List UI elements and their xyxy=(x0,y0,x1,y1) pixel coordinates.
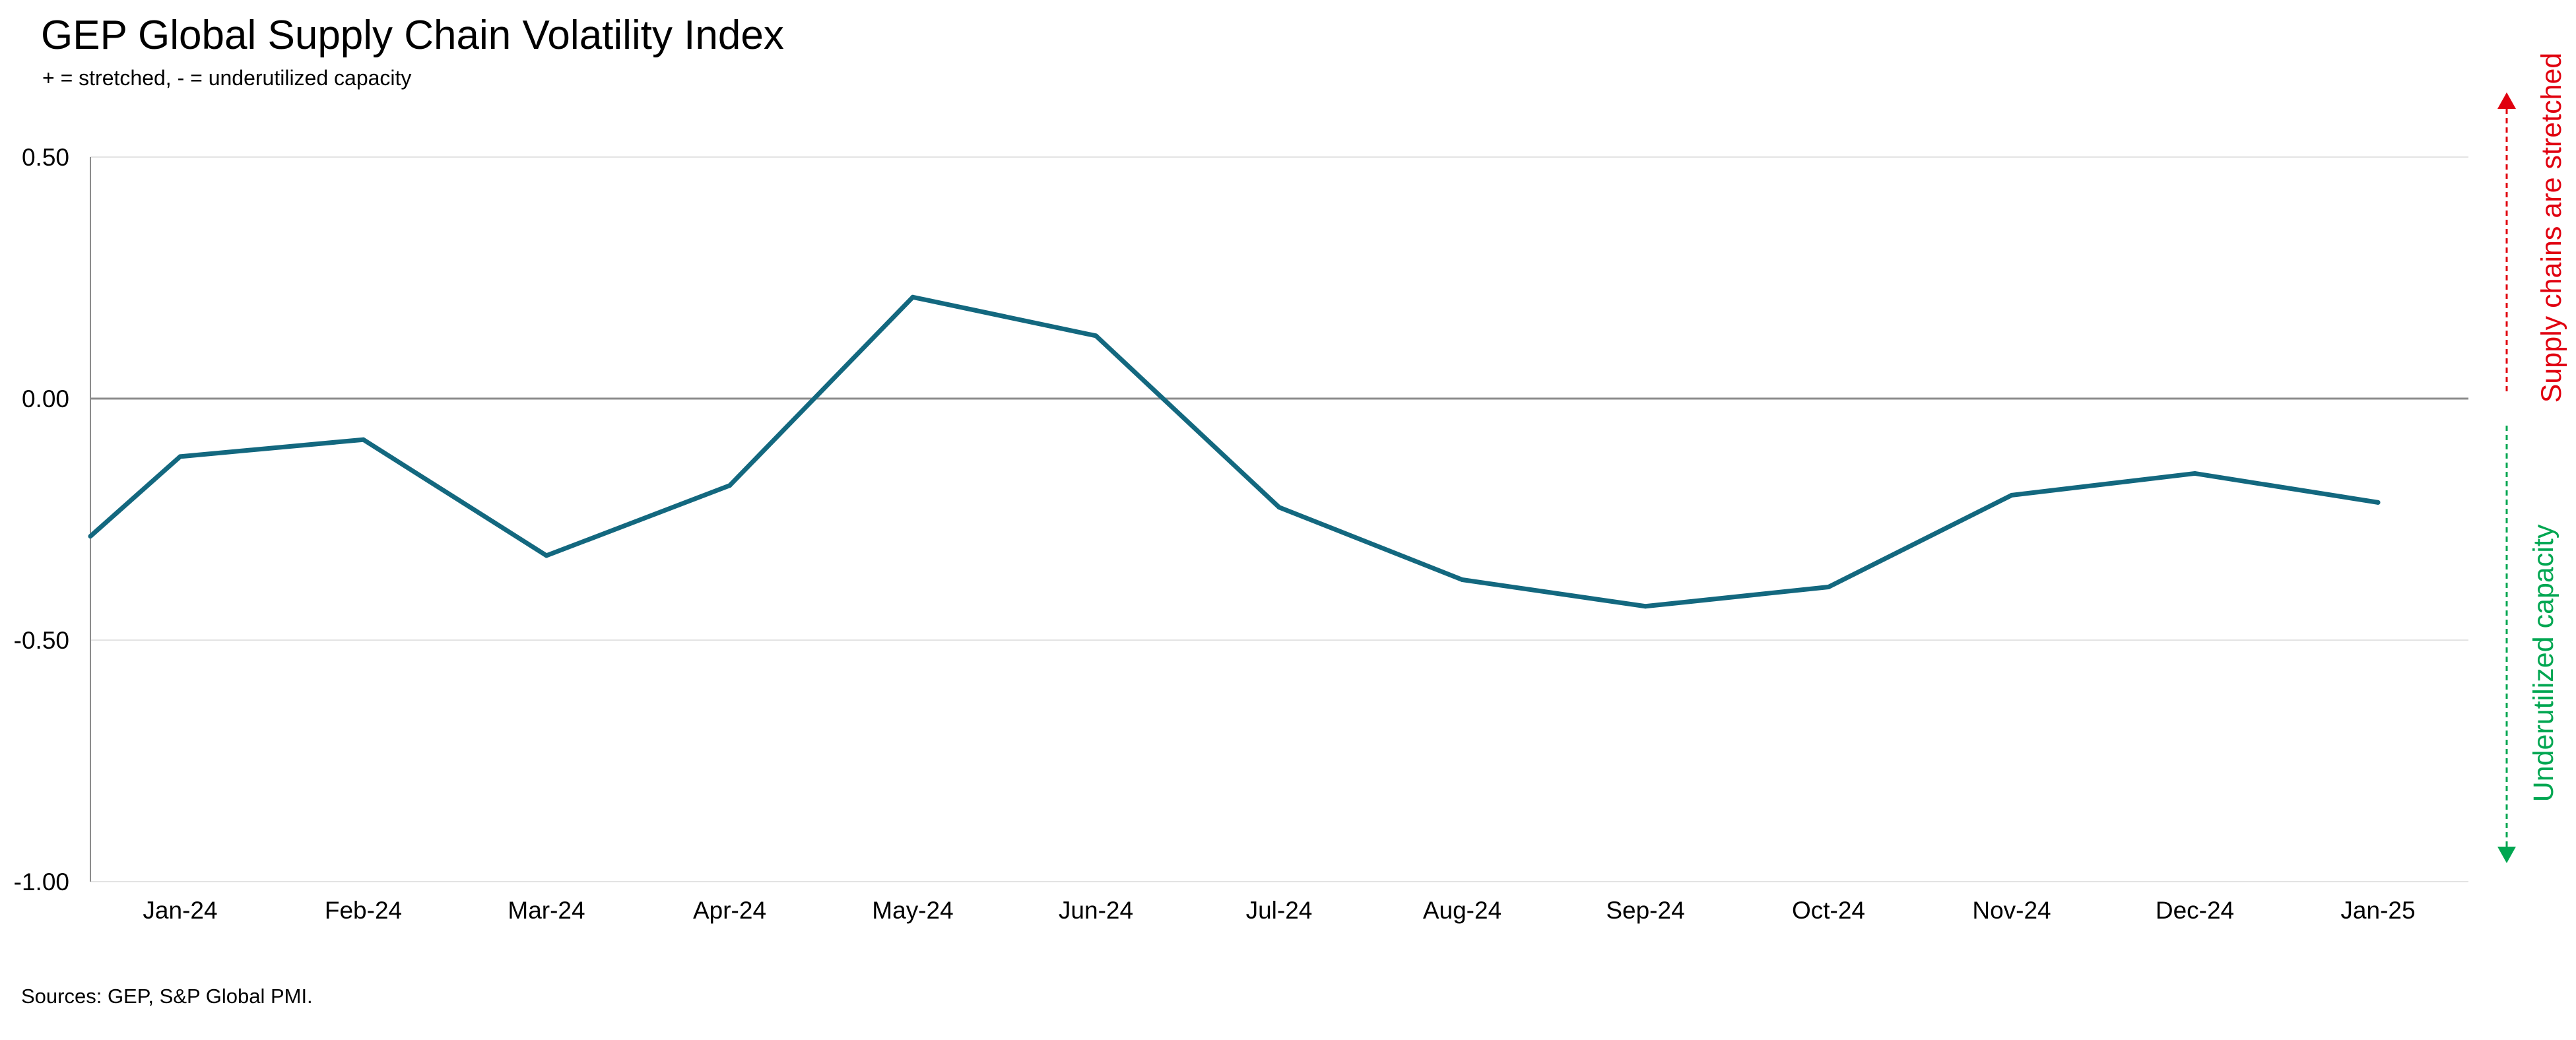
y-tick-label: 0.00 xyxy=(22,385,69,412)
underutilized-label: Underutilized capacity xyxy=(2528,524,2559,802)
x-tick-label: Apr-24 xyxy=(693,897,766,924)
data-point xyxy=(2009,492,2014,498)
data-point xyxy=(361,437,366,442)
data-point xyxy=(544,553,549,558)
chart-subtitle: + = stretched, - = underutilized capacit… xyxy=(42,66,412,90)
x-tick-label: Aug-24 xyxy=(1423,897,1502,924)
data-point xyxy=(1276,505,1282,510)
chart-title: GEP Global Supply Chain Volatility Index xyxy=(41,13,784,58)
data-point xyxy=(910,294,915,300)
x-tick-label: May-24 xyxy=(872,897,953,924)
x-tick-labels: Jan-24 Feb-24 Mar-24 Apr-24 May-24 Jun-24 Jul-… xyxy=(143,897,2415,924)
gridlines xyxy=(90,156,2468,882)
data-point xyxy=(727,483,732,488)
series-layer xyxy=(88,294,2381,609)
data-point xyxy=(2375,500,2381,505)
data-point xyxy=(178,454,183,459)
stretched-label: Supply chains are stretched xyxy=(2536,53,2567,403)
x-tick-label: Dec-24 xyxy=(2156,897,2234,924)
source-note: Sources: GEP, S&P Global PMI. xyxy=(21,985,313,1008)
x-tick-label: Jan-24 xyxy=(143,897,217,924)
data-point xyxy=(1643,604,1648,609)
down-arrow-icon xyxy=(2497,847,2516,863)
y-tick-label: -0.50 xyxy=(14,627,69,654)
data-point xyxy=(1094,333,1098,339)
x-tick-label: Oct-24 xyxy=(1792,897,1865,924)
x-tick-label: Sep-24 xyxy=(1606,897,1684,924)
x-tick-label: Mar-24 xyxy=(508,897,585,924)
data-point xyxy=(1826,584,1831,589)
y-tick-label: 0.50 xyxy=(22,144,69,171)
x-tick-label: Jun-24 xyxy=(1059,897,1133,924)
x-tick-label: Nov-24 xyxy=(1972,897,2051,924)
up-arrow-icon xyxy=(2497,92,2516,109)
y-tick-label: -1.00 xyxy=(14,868,69,895)
x-tick-label: Feb-24 xyxy=(325,897,402,924)
series-line xyxy=(88,294,2381,609)
stretched-annotation: Supply chains are stretched xyxy=(2497,53,2567,403)
data-point xyxy=(2193,471,2197,476)
x-tick-label: Jan-25 xyxy=(2340,897,2415,924)
x-tick-label: Jul-24 xyxy=(1246,897,1313,924)
data-point xyxy=(1460,577,1465,582)
y-tick-labels: 0.50 0.00 -0.50 -1.00 xyxy=(14,144,69,895)
underutilized-annotation: Underutilized capacity xyxy=(2497,426,2559,863)
